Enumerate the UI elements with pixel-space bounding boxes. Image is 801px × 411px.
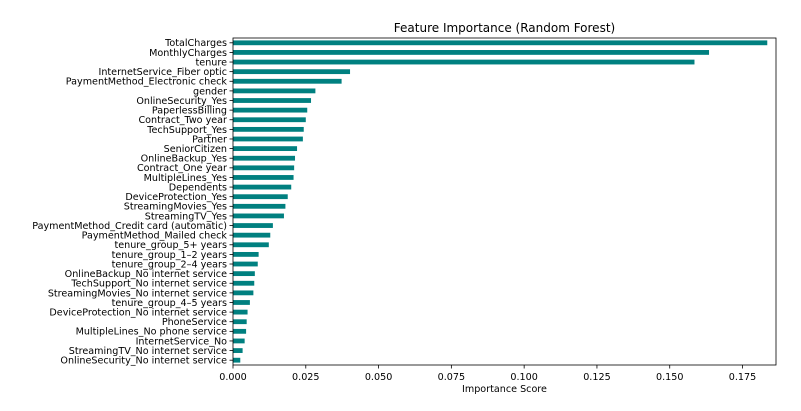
category-label: StreamingMovies_Yes — [124, 202, 227, 213]
category-label: OnlineSecurity_No internet service — [60, 356, 227, 367]
x-tick-label: 0.075 — [438, 372, 465, 383]
bar — [233, 261, 258, 267]
bar — [233, 223, 273, 228]
category-label: tenure_group_1–2 years — [112, 250, 227, 261]
bar — [233, 300, 250, 305]
bar — [233, 78, 342, 84]
bar — [233, 213, 284, 219]
bar — [233, 88, 316, 94]
x-tick-label: 0.100 — [510, 372, 537, 383]
bars-group — [233, 40, 768, 363]
x-tick-label: 0.175 — [729, 372, 756, 383]
category-label: Partner — [192, 134, 227, 145]
category-label: tenure_group_5+ years — [114, 240, 227, 251]
x-tick-label: 0.125 — [583, 372, 610, 383]
category-label: Contract_One year — [137, 163, 227, 174]
bar — [233, 232, 271, 238]
bar — [233, 348, 243, 353]
category-label: PaymentMethod_Electronic check — [66, 77, 228, 88]
category-label: OnlineSecurity_Yes — [136, 96, 227, 107]
x-tick-label: 0.150 — [656, 372, 683, 383]
bar — [233, 40, 768, 46]
category-labels-group: TotalChargesMonthlyChargestenureInternet… — [32, 38, 233, 367]
x-tick-label: 0.025 — [292, 372, 319, 383]
category-label: tenure — [196, 57, 228, 68]
x-tick-label: 0.050 — [365, 372, 392, 383]
x-axis-label: Importance Score — [462, 384, 547, 395]
chart-title: Feature Importance (Random Forest) — [394, 21, 615, 35]
category-label: DeviceProtection_Yes — [125, 192, 227, 203]
bar — [233, 107, 308, 113]
bar — [233, 146, 298, 152]
x-axis: 0.000 0.025 0.050 0.075 0.100 0.125 0.150 0.175 — [219, 365, 756, 383]
bar — [233, 309, 248, 315]
bar — [233, 242, 269, 248]
category-label: Contract_Two year — [138, 115, 227, 126]
category-label: gender — [193, 86, 227, 97]
bar — [233, 69, 351, 75]
category-label: TechSupport_Yes — [146, 125, 227, 136]
bar — [233, 338, 245, 344]
bar — [233, 251, 259, 257]
bar — [233, 271, 255, 277]
category-label: InternetService_Fiber optic — [99, 67, 227, 78]
bar — [233, 165, 295, 171]
bar — [233, 184, 292, 190]
bar — [233, 136, 303, 142]
category-label: Dependents — [169, 182, 227, 193]
category-label: MonthlyCharges — [149, 48, 227, 59]
category-label: PaymentMethod_Mailed check — [82, 231, 228, 242]
bar — [233, 126, 304, 132]
category-label: DeviceProtection_No internet service — [49, 308, 227, 319]
category-label: PaymentMethod_Credit card (automatic) — [32, 221, 227, 232]
bar — [233, 319, 247, 325]
bar — [233, 203, 286, 209]
bar — [233, 328, 247, 334]
bar — [233, 290, 254, 296]
plot-frame — [232, 37, 777, 366]
bar — [233, 194, 288, 200]
bar — [233, 50, 710, 55]
category-label: OnlineBackup_Yes — [141, 154, 227, 165]
bar — [233, 155, 296, 161]
category-label: MultipleLines_No phone service — [76, 327, 228, 338]
category-label: InternetService_No — [136, 336, 228, 347]
bar — [233, 357, 241, 363]
category-label: StreamingTV_No internet service — [69, 346, 227, 357]
bar — [233, 98, 312, 103]
category-label: StreamingMovies_No internet service — [48, 288, 227, 299]
category-label: PaperlessBilling — [152, 106, 227, 117]
category-label: tenure_group_4–5 years — [112, 298, 227, 309]
bar — [233, 59, 695, 65]
category-label: MultipleLines_Yes — [144, 173, 227, 184]
category-label: PhoneService — [162, 317, 227, 328]
x-tick-label: 0.000 — [219, 372, 246, 383]
bar — [233, 280, 255, 286]
category-label: tenure_group_2–4 years — [112, 259, 227, 270]
category-label: OnlineBackup_No internet service — [65, 269, 227, 280]
bar — [233, 175, 294, 180]
category-label: SeniorCitizen — [164, 144, 227, 155]
category-label: TechSupport_No internet service — [70, 279, 227, 290]
category-label: TotalCharges — [164, 38, 227, 49]
bar — [233, 117, 306, 123]
category-label: StreamingTV_Yes — [145, 211, 227, 222]
